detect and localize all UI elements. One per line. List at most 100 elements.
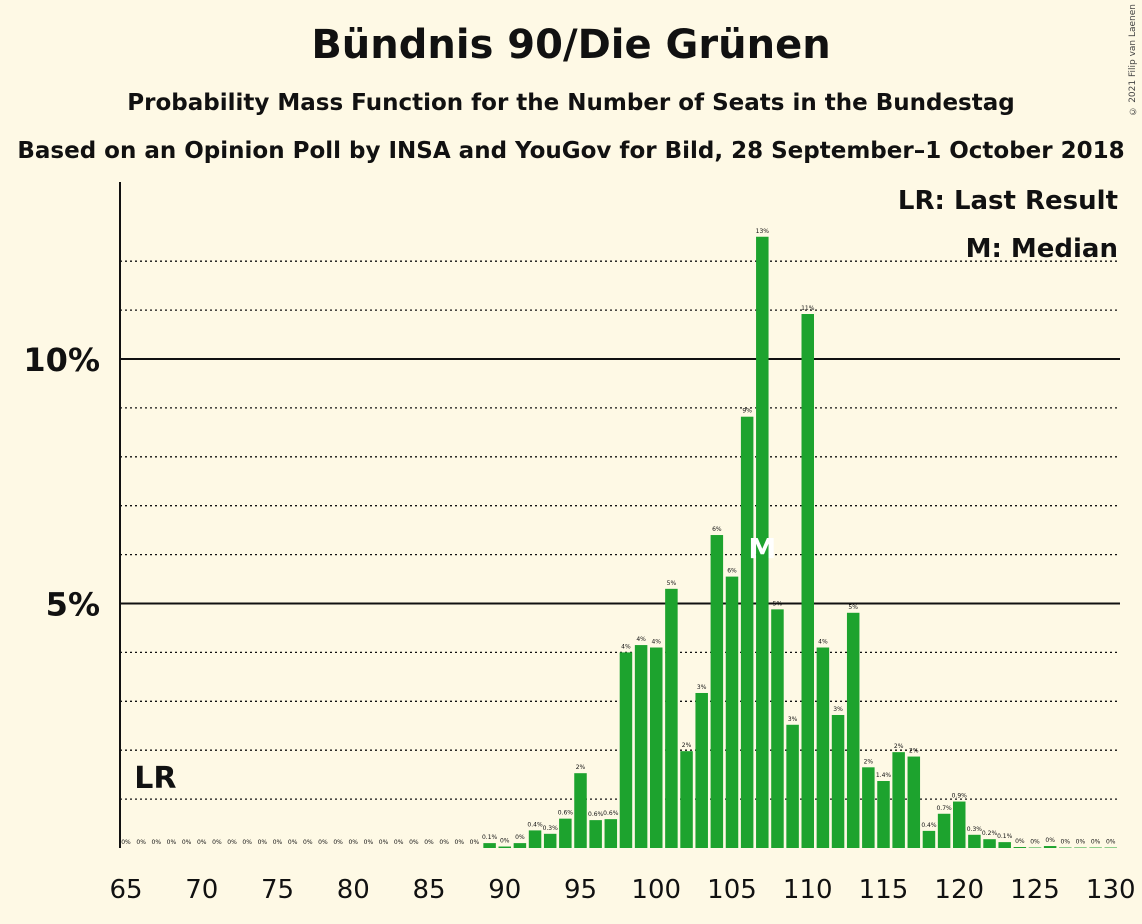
- bar-seat-123: [998, 842, 1011, 848]
- bar-seat-100: [650, 647, 663, 848]
- bar-label-seat-88: 0%: [470, 839, 480, 846]
- bar-label-seat-97: 0.6%: [603, 810, 619, 817]
- y-tick-5: 5%: [46, 586, 100, 624]
- x-tick-130: 130: [1086, 875, 1136, 905]
- bar-seat-112: [831, 714, 845, 848]
- bar-seat-114: [862, 767, 875, 848]
- bar-seat-108: [771, 609, 784, 848]
- bar-label-seat-124: 0%: [1015, 838, 1025, 845]
- bar-label-seat-71: 0%: [212, 839, 222, 846]
- bar-seat-89: [483, 843, 496, 848]
- bar-label-seat-105: 6%: [727, 568, 737, 575]
- bar-seat-97: [604, 819, 618, 848]
- bar-label-seat-86: 0%: [439, 839, 449, 846]
- bar-seat-92: [528, 830, 542, 848]
- y-tick-10: 10%: [23, 341, 100, 379]
- bar-label-seat-98: 4%: [621, 643, 631, 650]
- x-tick-80: 80: [337, 875, 370, 905]
- bar-label-seat-79: 0%: [333, 839, 343, 846]
- median-marker: M: [748, 532, 776, 565]
- bar-seat-99: [634, 645, 648, 848]
- bar-label-seat-119: 0.7%: [936, 805, 952, 812]
- bar-seat-105: [725, 576, 739, 848]
- bar-label-seat-65: 0%: [121, 839, 131, 846]
- bar-label-seat-66: 0%: [136, 839, 146, 846]
- bar-label-seat-95: 2%: [576, 764, 586, 771]
- bar-label-seat-70: 0%: [197, 839, 207, 846]
- bar-label-seat-68: 0%: [167, 839, 177, 846]
- bar-label-seat-93: 0.3%: [543, 825, 559, 832]
- bar-label-seat-111: 4%: [818, 639, 828, 646]
- x-tick-90: 90: [488, 875, 521, 905]
- bar-seat-117: [907, 756, 921, 848]
- bar-label-seat-91: 0%: [515, 834, 525, 841]
- bar-seat-102: [680, 751, 693, 848]
- bar-seat-121: [968, 834, 981, 848]
- bar-seat-119: [937, 813, 951, 848]
- bar-seat-101: [665, 588, 678, 848]
- x-tick-105: 105: [707, 875, 757, 905]
- x-tick-95: 95: [564, 875, 597, 905]
- bar-label-seat-69: 0%: [182, 839, 192, 846]
- bar-label-seat-116: 2%: [894, 743, 904, 750]
- bar-seat-120: [953, 801, 966, 848]
- bar-label-seat-92: 0.4%: [527, 821, 543, 828]
- bar-label-seat-110: 11%: [801, 305, 815, 312]
- bar-label-seat-81: 0%: [364, 839, 374, 846]
- bar-label-seat-80: 0%: [348, 839, 358, 846]
- bar-label-seat-90: 0%: [500, 838, 510, 845]
- bar-label-seat-77: 0%: [303, 839, 313, 846]
- bar-seat-116: [892, 752, 905, 848]
- x-tick-110: 110: [783, 875, 833, 905]
- bar-label-seat-108: 5%: [773, 600, 783, 607]
- bar-label-seat-103: 3%: [697, 684, 707, 691]
- bar-label-seat-118: 0.4%: [921, 822, 937, 829]
- bar-seat-90: [498, 846, 511, 848]
- x-tick-115: 115: [859, 875, 909, 905]
- bar-seat-104: [710, 535, 724, 848]
- bar-label-seat-96: 0.6%: [588, 811, 604, 818]
- bar-label-seat-72: 0%: [227, 839, 237, 846]
- bar-label-seat-130: 0%: [1106, 839, 1116, 846]
- chart-subtitle: Probability Mass Function for the Number…: [127, 90, 1015, 116]
- x-tick-70: 70: [185, 875, 218, 905]
- bar-label-seat-78: 0%: [318, 839, 328, 846]
- bar-label-seat-107: 13%: [756, 228, 770, 235]
- bar-seat-107: [756, 236, 769, 848]
- bar-label-seat-112: 3%: [833, 706, 843, 713]
- bar-label-seat-109: 3%: [788, 716, 798, 723]
- bar-seat-113: [846, 612, 860, 848]
- bar-label-seat-129: 0%: [1091, 839, 1101, 846]
- chart-source-subtitle: Based on an Opinion Poll by INSA and You…: [17, 138, 1125, 164]
- legend-median: M: Median: [966, 234, 1118, 264]
- bar-seat-124: [1013, 847, 1027, 848]
- bar-label-seat-104: 6%: [712, 526, 722, 533]
- bar-label-seat-120: 0.9%: [952, 793, 968, 800]
- legend-last-result: LR: Last Result: [898, 186, 1118, 216]
- bar-label-seat-89: 0.1%: [482, 834, 498, 841]
- bar-label-seat-128: 0%: [1076, 839, 1086, 846]
- bar-label-seat-106: 9%: [742, 408, 752, 415]
- bar-label-seat-102: 2%: [682, 742, 692, 749]
- bar-seat-103: [695, 692, 708, 848]
- bar-seat-118: [922, 830, 936, 848]
- bar-label-seat-101: 5%: [667, 580, 677, 587]
- bar-label-seat-67: 0%: [152, 839, 162, 846]
- bar-label-seat-121: 0.3%: [967, 826, 983, 833]
- bar-label-seat-125: 0%: [1030, 839, 1040, 846]
- bar-label-seat-123: 0.1%: [997, 833, 1013, 840]
- bar-seat-110: [801, 314, 814, 849]
- bar-label-seat-100: 4%: [651, 639, 661, 646]
- bar-label-seat-83: 0%: [394, 839, 404, 846]
- bar-label-seat-122: 0.2%: [982, 830, 998, 837]
- bar-label-seat-114: 2%: [864, 758, 874, 765]
- x-tick-120: 120: [934, 875, 984, 905]
- bar-seat-94: [559, 818, 572, 848]
- last-result-marker: LR: [134, 761, 176, 796]
- bar-seat-106: [740, 416, 754, 848]
- x-tick-75: 75: [261, 875, 294, 905]
- bar-label-seat-75: 0%: [273, 839, 283, 846]
- bar-labels: 0% 0% 0% 0% 0% 0% 0% 0% 0% 0% 0% 0% 0% 0% 0% 0% 0% 0% 0% 0%…: [121, 228, 1116, 846]
- bar-seat-96: [589, 820, 602, 848]
